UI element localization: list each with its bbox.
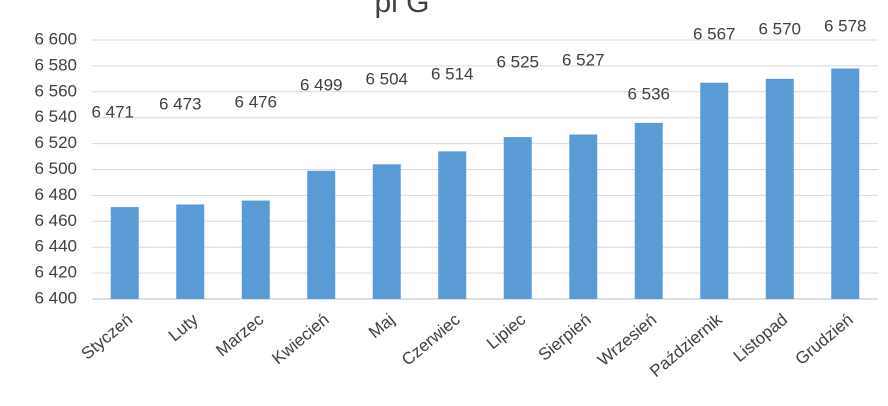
x-tick-label: Lipiec	[483, 310, 530, 353]
x-tick-label: Marzec	[212, 310, 267, 361]
data-label: 6 578	[824, 16, 867, 35]
data-label: 6 527	[562, 50, 605, 69]
y-tick-label: 6 420	[34, 263, 77, 282]
y-tick-label: 6 500	[34, 159, 77, 178]
bars	[110, 68, 860, 300]
y-tick-label: 6 560	[34, 81, 77, 100]
data-label: 6 525	[496, 52, 539, 71]
bar	[110, 207, 139, 299]
y-tick-label: 6 580	[34, 55, 77, 74]
data-label: 6 514	[431, 64, 474, 83]
y-tick-label: 6 540	[34, 107, 77, 126]
x-tick-label: Luty	[165, 310, 202, 346]
bar	[503, 137, 532, 299]
data-label: 6 499	[300, 75, 343, 94]
x-tick-label: Grudzień	[792, 310, 857, 369]
bar	[765, 78, 794, 299]
data-label: 6 570	[758, 19, 801, 38]
data-label: 6 476	[234, 92, 277, 111]
y-tick-label: 6 460	[34, 211, 77, 230]
data-label: 6 504	[365, 69, 408, 88]
y-tick-label: 6 480	[34, 185, 77, 204]
x-tick-label: Styczeń	[78, 310, 137, 363]
data-label: 6 471	[91, 102, 134, 121]
x-tick-label: Listopad	[730, 310, 791, 366]
x-tick-label: Maj	[365, 310, 398, 342]
x-tick-label: Kwiecień	[268, 310, 332, 368]
y-tick-label: 6 440	[34, 237, 77, 256]
chart-title: pl G	[374, 0, 429, 19]
bar	[634, 122, 663, 299]
x-axis-ticks: Styczeń Luty Marzec Kwiecień Maj Czerwiec Lipi…	[78, 310, 857, 381]
data-labels: 6 471 6 473 6 476 6 499 6 504 6 514 6 525 6 527…	[91, 16, 866, 121]
data-label: 6 473	[159, 94, 202, 113]
y-tick-label: 6 600	[34, 29, 77, 48]
bar	[372, 164, 401, 299]
bar	[176, 204, 205, 299]
x-tick-label: Wrzesień	[594, 310, 660, 370]
data-label: 6 536	[627, 84, 670, 103]
bar	[831, 68, 860, 300]
bar	[241, 200, 270, 299]
data-label: 6 567	[693, 24, 736, 43]
x-tick-label: Sierpień	[535, 310, 595, 365]
x-tick-label: Czerwiec	[398, 310, 464, 370]
bar	[569, 134, 598, 299]
y-axis-ticks: 6 400 6 420 6 440 6 460 6 480 6 500 6 520 6 540…	[34, 29, 77, 307]
y-tick-label: 6 520	[34, 133, 77, 152]
bar	[438, 151, 467, 299]
gridlines	[92, 39, 878, 300]
x-tick-label: Październik	[646, 310, 726, 381]
bar	[700, 82, 729, 299]
bar	[307, 170, 336, 299]
y-tick-label: 6 400	[34, 288, 77, 307]
